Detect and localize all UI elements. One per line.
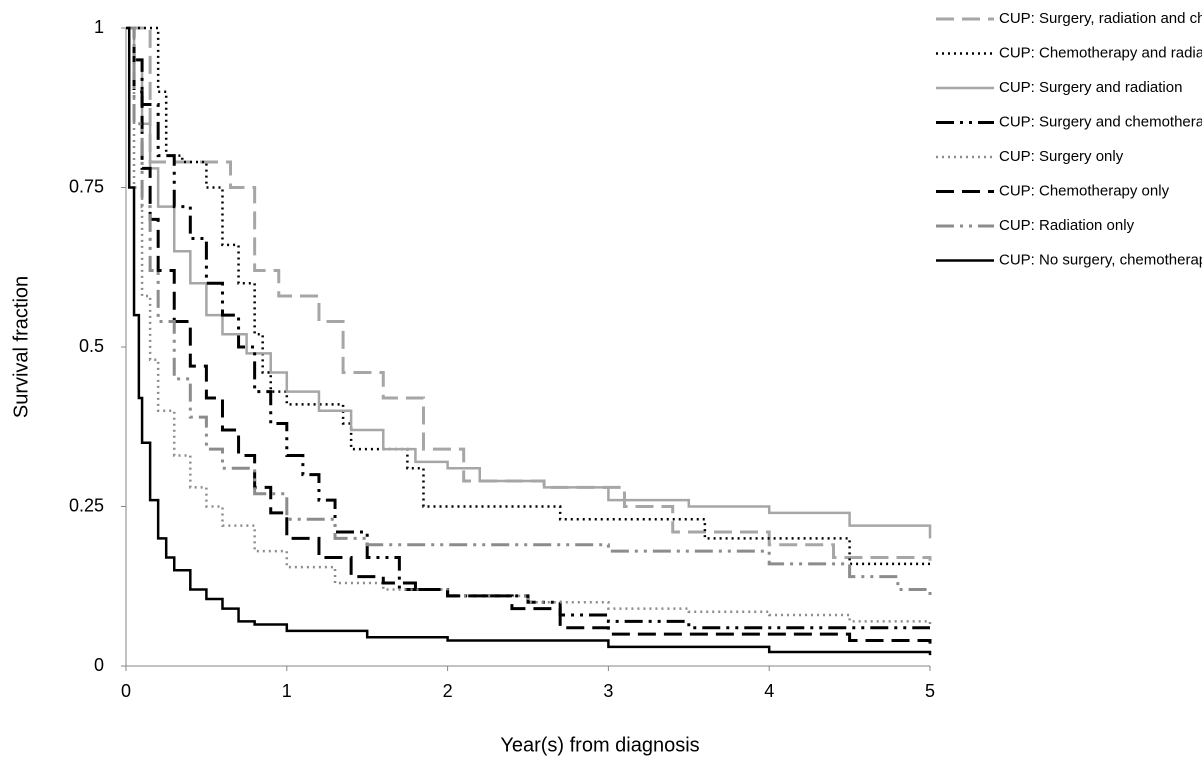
y-tick-label: 0.75: [69, 176, 104, 196]
x-axis-title: Year(s) from diagnosis: [500, 734, 699, 756]
survival-curve: [126, 26, 930, 630]
y-tick-label: 0: [94, 655, 104, 675]
survival-curve: [126, 26, 932, 644]
legend-label: CUP: Radiation only: [999, 217, 1135, 234]
x-tick-label: 2: [443, 681, 453, 701]
legend-label: CUP: Chemotherapy and radiation: [999, 44, 1202, 61]
y-tick-label: 0.25: [69, 495, 104, 515]
survival-curve: [126, 26, 930, 566]
survival-curve: [126, 26, 932, 628]
x-tick-label: 0: [121, 681, 131, 701]
y-tick-label: 1: [94, 17, 104, 37]
legend-label: CUP: Surgery, radiation and chemotherapy: [999, 10, 1202, 27]
x-tick-label: 5: [925, 681, 935, 701]
x-tick-label: 4: [764, 681, 774, 701]
survival-curve: [126, 26, 932, 561]
legend-label: CUP: Surgery and chemotherapy: [999, 113, 1202, 130]
legend-label: CUP: Surgery and radiation: [999, 79, 1182, 96]
legend-label: CUP: No surgery, chemotherapy or surgery: [999, 251, 1202, 268]
survival-curve: [126, 26, 932, 539]
survival-curve: [126, 26, 932, 596]
y-axis-title: Survival fraction: [10, 276, 32, 418]
x-tick-label: 3: [603, 681, 613, 701]
y-tick-label: 0.5: [79, 336, 104, 356]
legend-label: CUP: Chemotherapy only: [999, 182, 1170, 199]
legend-label: CUP: Surgery only: [999, 148, 1124, 165]
survival-curve: [126, 26, 932, 656]
x-tick-label: 1: [282, 681, 292, 701]
